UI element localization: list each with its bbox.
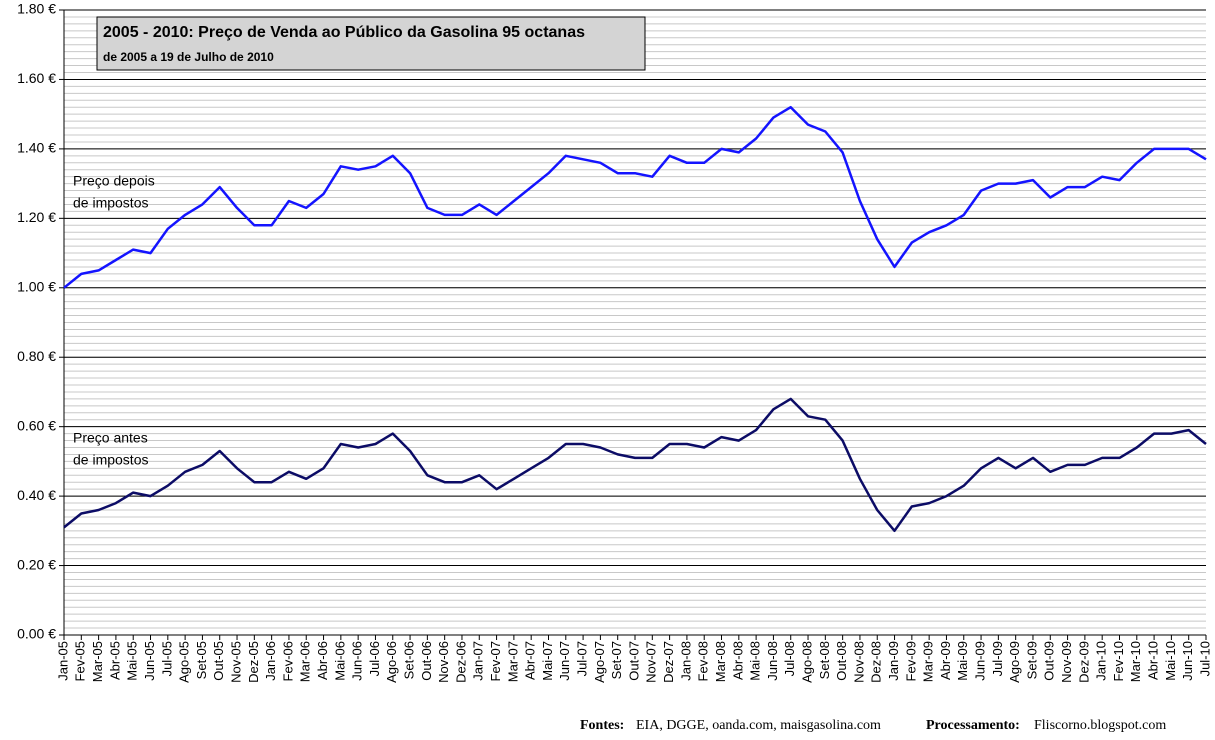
series-label: Preço depois — [73, 173, 155, 189]
x-tick-label: Jun-09 — [972, 641, 987, 681]
x-tick-label: Jan-10 — [1094, 641, 1109, 681]
x-tick-label: Nov-06 — [436, 641, 451, 683]
y-tick-label: 1.60 € — [17, 70, 56, 86]
footer-label: Fontes: — [580, 718, 624, 733]
footer-text: Fliscorno.blogspot.com — [1034, 718, 1166, 733]
x-tick-label: Jan-08 — [678, 641, 693, 681]
x-tick-label: Nov-07 — [644, 641, 659, 683]
x-tick-label: Fev-07 — [488, 641, 503, 681]
y-tick-label: 1.40 € — [17, 140, 56, 156]
series-label: de impostos — [73, 195, 148, 211]
x-tick-label: Jul-09 — [990, 641, 1005, 676]
x-tick-label: Jun-10 — [1180, 641, 1195, 681]
x-tick-label: Out-09 — [1042, 641, 1057, 681]
x-tick-label: Mar-10 — [1128, 641, 1143, 682]
title-box — [96, 16, 646, 71]
y-tick-label: 1.80 € — [17, 1, 56, 17]
series-line — [63, 105, 1207, 289]
x-tick-label: Out-05 — [211, 641, 226, 681]
x-tick-label: Abr-08 — [730, 641, 745, 680]
x-tick-label: Jun-07 — [557, 641, 572, 681]
x-tick-label: Dez-06 — [453, 641, 468, 683]
x-tick-label: Mai-06 — [332, 641, 347, 681]
x-tick-label: Fev-09 — [903, 641, 918, 681]
chart-subtitle: de 2005 a 19 de Julho de 2010 — [103, 50, 274, 64]
x-tick-label: Mai-09 — [955, 641, 970, 681]
y-tick-label: 0.80 € — [17, 348, 56, 364]
y-tick-label: 1.00 € — [17, 278, 56, 294]
x-tick-label: Ago-06 — [384, 641, 399, 683]
x-tick-label: Set-07 — [609, 641, 624, 679]
x-tick-label: Nov-08 — [851, 641, 866, 683]
x-tick-label: Ago-08 — [799, 641, 814, 683]
series-label: de impostos — [73, 452, 148, 468]
x-tick-label: Jun-05 — [142, 641, 157, 681]
x-tick-label: Set-08 — [817, 641, 832, 679]
x-tick-label: Mar-09 — [921, 641, 936, 682]
x-tick-label: Abr-10 — [1146, 641, 1161, 680]
x-tick-label: Mai-07 — [540, 641, 555, 681]
x-tick-label: Fev-10 — [1111, 641, 1126, 681]
x-tick-label: Mai-05 — [125, 641, 140, 681]
x-tick-label: Set-09 — [1024, 641, 1039, 679]
x-tick-label: Jun-08 — [765, 641, 780, 681]
x-tick-label: Ago-05 — [177, 641, 192, 683]
x-tick-label: Ago-07 — [592, 641, 607, 683]
x-tick-label: Jan-09 — [886, 641, 901, 681]
x-tick-label: Dez-05 — [246, 641, 261, 683]
y-tick-label: 0.40 € — [17, 487, 56, 503]
x-tick-label: Jul-08 — [782, 641, 797, 676]
x-tick-label: Nov-05 — [228, 641, 243, 683]
x-tick-label: Nov-09 — [1059, 641, 1074, 683]
x-tick-label: Out-06 — [419, 641, 434, 681]
y-tick-label: 0.60 € — [17, 417, 56, 433]
x-tick-label: Abr-05 — [107, 641, 122, 680]
x-tick-label: Dez-08 — [869, 641, 884, 683]
x-tick-label: Abr-06 — [315, 641, 330, 680]
x-tick-label: Jul-07 — [575, 641, 590, 676]
chart-title: 2005 - 2010: Preço de Venda ao Público d… — [103, 24, 585, 41]
x-tick-label: Jul-06 — [367, 641, 382, 676]
x-tick-label: Dez-07 — [661, 641, 676, 683]
footer-label: Processamento: — [926, 718, 1020, 733]
x-tick-label: Jan-06 — [263, 641, 278, 681]
x-tick-label: Fev-05 — [73, 641, 88, 681]
x-tick-label: Out-08 — [834, 641, 849, 681]
x-tick-label: Mai-08 — [748, 641, 763, 681]
x-tick-label: Abr-07 — [523, 641, 538, 680]
x-tick-label: Set-05 — [194, 641, 209, 679]
series-line — [63, 397, 1207, 533]
x-tick-label: Abr-09 — [938, 641, 953, 680]
x-tick-label: Jun-06 — [350, 641, 365, 681]
x-tick-label: Mar-05 — [90, 641, 105, 682]
y-tick-label: 1.20 € — [17, 209, 56, 225]
footer-text: EIA, DGGE, oanda.com, maisgasolina.com — [636, 718, 881, 733]
x-tick-label: Mar-07 — [505, 641, 520, 682]
x-tick-label: Mar-06 — [298, 641, 313, 682]
x-tick-label: Fev-08 — [696, 641, 711, 681]
x-tick-label: Jan-05 — [55, 641, 70, 681]
x-tick-label: Set-06 — [401, 641, 416, 679]
series-label: Preço antes — [73, 430, 148, 446]
marks — [63, 105, 1207, 533]
x-tick-label: Dez-09 — [1076, 641, 1091, 683]
x-tick-label: Mar-08 — [713, 641, 728, 682]
x-tick-label: Jul-10 — [1197, 641, 1212, 676]
y-tick-label: 0.00 € — [17, 626, 56, 642]
x-tick-label: Out-07 — [626, 641, 641, 681]
x-tick-label: Jul-05 — [159, 641, 174, 676]
y-tick-label: 0.20 € — [17, 556, 56, 572]
x-tick-label: Jan-07 — [471, 641, 486, 681]
x-tick-label: Ago-09 — [1007, 641, 1022, 683]
x-tick-label: Mai-10 — [1163, 641, 1178, 681]
x-tick-label: Fev-06 — [280, 641, 295, 681]
